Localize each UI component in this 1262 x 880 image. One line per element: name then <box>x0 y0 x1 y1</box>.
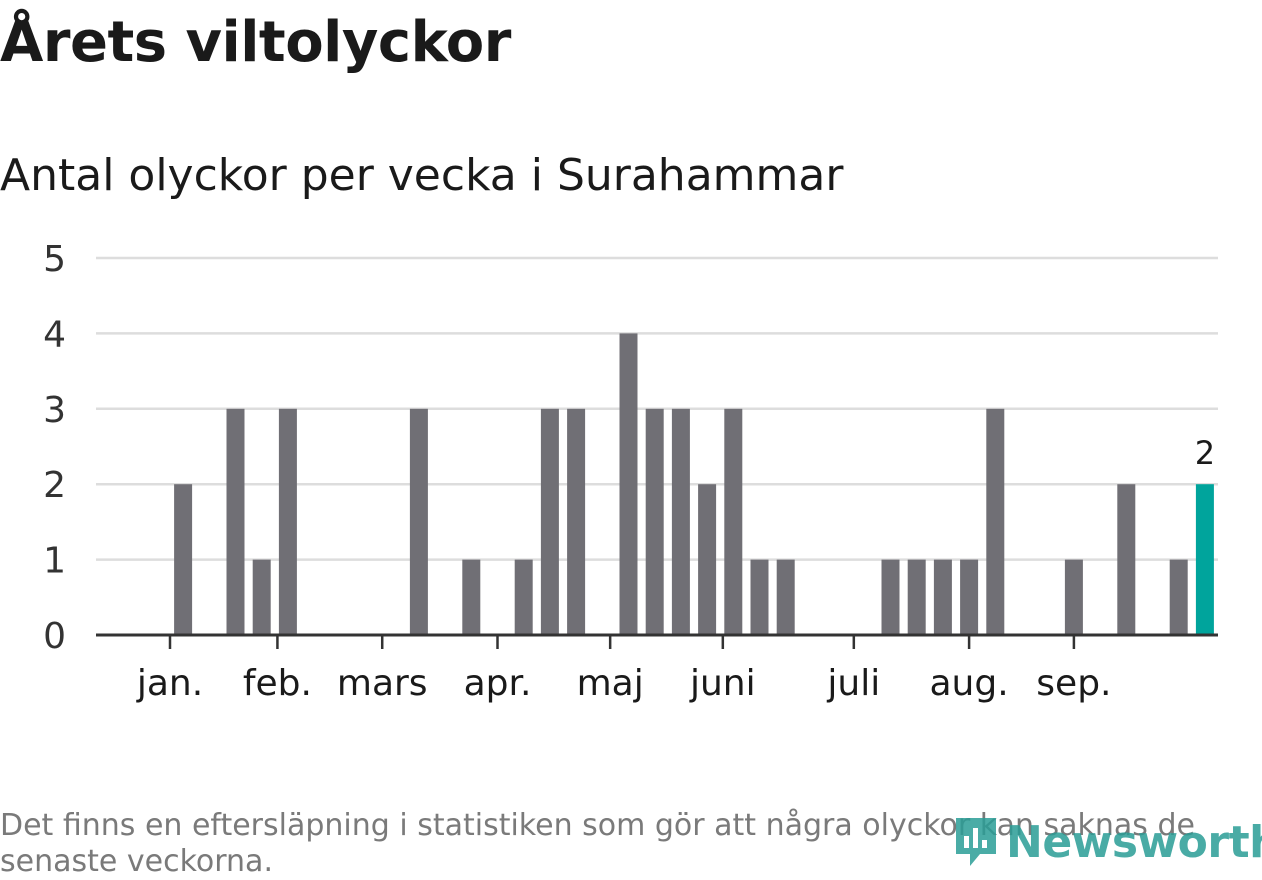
x-tick-label-month: aug. <box>930 663 1009 704</box>
x-tick-label-month: juni <box>689 663 756 704</box>
bar <box>226 408 245 635</box>
y-tick-label: 2 <box>43 465 66 506</box>
bar <box>881 559 900 635</box>
bar <box>619 333 638 635</box>
x-tick-label-month: maj <box>577 663 644 704</box>
data-label-latest: 2 <box>1195 434 1215 472</box>
bar <box>409 408 428 635</box>
chart-subtitle: Antal olyckor per vecka i Surahammar <box>0 150 844 201</box>
bar <box>252 559 271 635</box>
y-tick-label: 3 <box>43 390 66 431</box>
x-tick-label-month: mars <box>337 663 428 704</box>
bar <box>698 484 717 635</box>
bar <box>671 408 690 635</box>
bar <box>776 559 795 635</box>
bar <box>462 559 481 635</box>
x-tick-label-month: apr. <box>464 663 532 704</box>
bars <box>174 333 1214 635</box>
x-tick-label-month: juli <box>826 663 880 704</box>
x-tick-label-month: sep. <box>1036 663 1111 704</box>
y-tick-label: 0 <box>43 616 66 657</box>
newsworthy-logo-text: Newsworthy <box>1006 816 1262 868</box>
y-tick-label: 4 <box>43 314 66 355</box>
bar <box>645 408 664 635</box>
bar <box>174 484 193 635</box>
bar <box>278 408 297 635</box>
bar <box>960 559 979 635</box>
x-tick-label-month: jan. <box>136 663 203 704</box>
bar <box>1117 484 1136 635</box>
bar <box>514 559 533 635</box>
x-tick-label-month: feb. <box>243 663 312 704</box>
newsworthy-logo-icon <box>956 818 996 866</box>
y-tick-label: 5 <box>43 239 66 280</box>
bar <box>1169 559 1188 635</box>
bar <box>907 559 926 635</box>
y-tick-label: 1 <box>43 541 66 582</box>
chart-title: Årets viltolyckor <box>0 10 511 75</box>
bar-latest-week <box>1195 484 1214 635</box>
y-axis-tick-labels: 0 1 2 3 4 5 <box>43 239 66 657</box>
bar <box>750 559 769 635</box>
bar <box>933 559 952 635</box>
bar <box>1064 559 1083 635</box>
x-axis-month-labels: jan. feb. mars apr. maj juni juli aug. sep. <box>136 635 1112 704</box>
bar <box>567 408 586 635</box>
data-labels: 2 <box>1195 434 1215 472</box>
bar <box>986 408 1005 635</box>
bar-chart: 0 1 2 3 4 5 jan. feb. mars apr. maj juni juli aug. se… <box>43 239 1218 704</box>
newsworthy-logo: Newsworthy <box>952 814 1262 870</box>
bar <box>724 408 743 635</box>
bar <box>540 408 559 635</box>
